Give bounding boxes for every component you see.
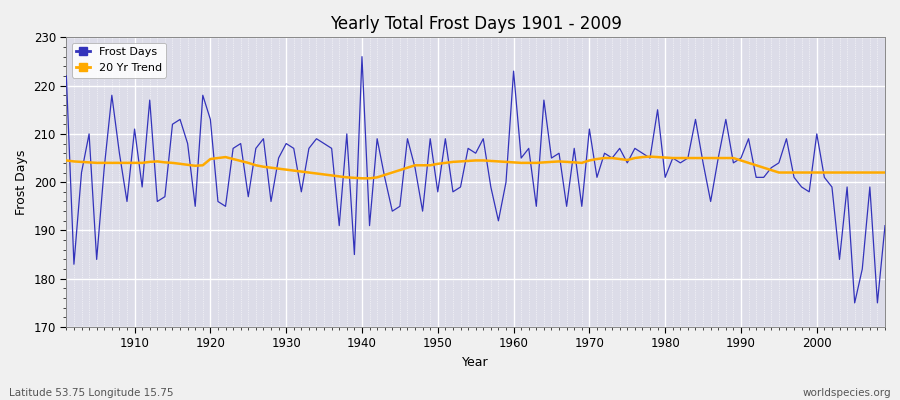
Title: Yearly Total Frost Days 1901 - 2009: Yearly Total Frost Days 1901 - 2009 <box>329 15 622 33</box>
Y-axis label: Frost Days: Frost Days <box>15 150 28 215</box>
X-axis label: Year: Year <box>463 356 489 369</box>
Text: Latitude 53.75 Longitude 15.75: Latitude 53.75 Longitude 15.75 <box>9 388 174 398</box>
Text: worldspecies.org: worldspecies.org <box>803 388 891 398</box>
Legend: Frost Days, 20 Yr Trend: Frost Days, 20 Yr Trend <box>72 43 166 78</box>
